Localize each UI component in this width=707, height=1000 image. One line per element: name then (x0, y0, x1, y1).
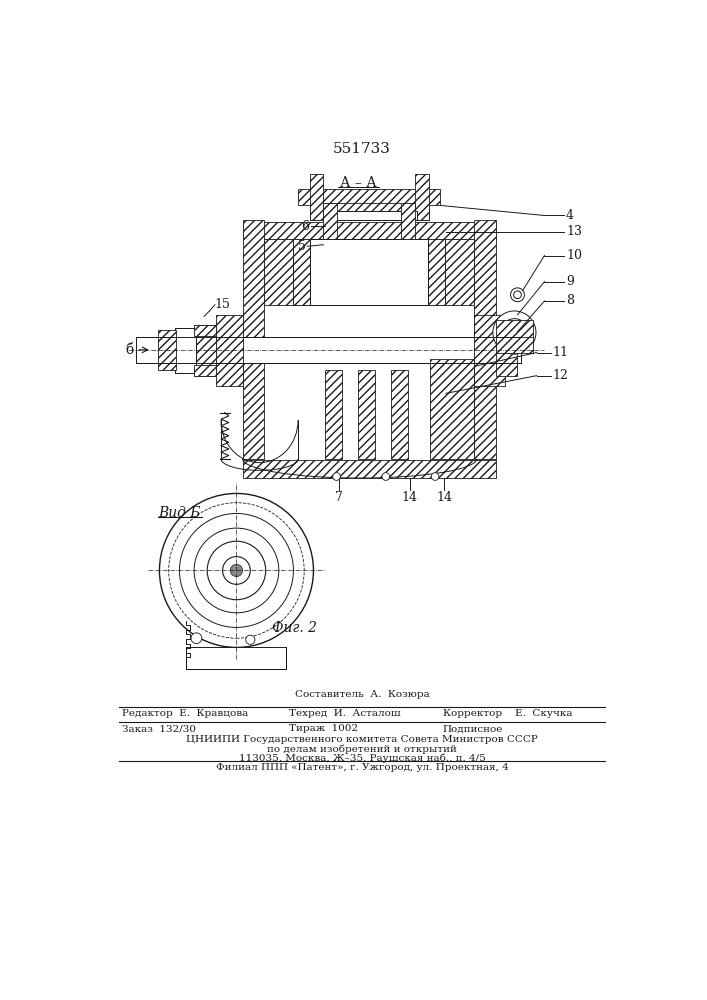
Bar (324, 203, 337, 239)
Circle shape (223, 557, 250, 584)
Bar (415, 174, 429, 220)
Text: 551733: 551733 (333, 142, 391, 156)
Text: 7: 7 (335, 491, 343, 504)
Circle shape (510, 288, 525, 302)
Bar (293, 239, 445, 305)
Circle shape (508, 326, 520, 339)
Bar (496, 336, 533, 353)
Text: Техред  И.  Асталош: Техред И. Асталош (288, 709, 400, 718)
Text: 5: 5 (298, 240, 305, 253)
Text: 11: 11 (552, 346, 568, 359)
Circle shape (501, 319, 528, 346)
Bar (175, 328, 196, 373)
Circle shape (431, 473, 439, 480)
Text: ЦНИИПИ Государственного комитета Совета Министров СССР: ЦНИИПИ Государственного комитета Совета … (186, 735, 538, 744)
Text: 113035, Москва, Ж–35, Раушская наб., п. 4/5: 113035, Москва, Ж–35, Раушская наб., п. … (238, 754, 485, 763)
Bar (243, 460, 496, 478)
Circle shape (191, 633, 201, 644)
Bar (310, 203, 429, 220)
Text: Составитель  А.  Козюра: Составитель А. Козюра (295, 690, 429, 699)
Bar (264, 239, 293, 305)
Text: Фиг. 2: Фиг. 2 (271, 621, 317, 635)
Text: Тираж  1002: Тираж 1002 (288, 724, 358, 733)
Circle shape (514, 291, 521, 299)
Text: Филиал ППП «Патент», г. Ужгород, ул. Проектная, 4: Филиал ППП «Патент», г. Ужгород, ул. Про… (216, 763, 508, 772)
Bar (216, 315, 243, 386)
Circle shape (160, 493, 313, 647)
Bar (310, 174, 324, 220)
Text: 15: 15 (215, 298, 230, 311)
Bar (474, 315, 506, 386)
Bar (194, 365, 216, 376)
Text: 13: 13 (566, 225, 582, 238)
Text: 14: 14 (402, 491, 418, 504)
Text: 8: 8 (566, 294, 574, 307)
Bar (428, 239, 445, 305)
Text: Редактор  Е.  Кравцова: Редактор Е. Кравцова (122, 709, 249, 718)
Text: 6: 6 (302, 220, 310, 233)
Bar (243, 222, 496, 239)
Bar (325, 370, 342, 459)
Bar (187, 647, 286, 669)
Circle shape (230, 564, 243, 577)
Text: Корректор    Е.  Скучка: Корректор Е. Скучка (443, 709, 572, 718)
Circle shape (382, 473, 390, 480)
Circle shape (246, 635, 255, 644)
Text: 10: 10 (566, 249, 582, 262)
Bar (158, 330, 176, 370)
Bar (358, 370, 375, 459)
Bar (496, 325, 518, 376)
Text: Вид Б: Вид Б (158, 506, 200, 520)
Bar (243, 220, 264, 459)
Bar (310, 239, 428, 305)
Bar (194, 325, 216, 376)
Text: А – А: А – А (340, 176, 376, 190)
Bar (402, 203, 415, 239)
Text: 14: 14 (436, 491, 452, 504)
Bar (430, 359, 474, 459)
Bar (136, 337, 521, 363)
Text: б: б (126, 343, 134, 357)
Bar (391, 370, 408, 459)
Text: 12: 12 (552, 369, 568, 382)
Text: Заказ  132/30: Заказ 132/30 (122, 724, 197, 733)
Bar (175, 328, 196, 373)
Text: 9: 9 (566, 275, 574, 288)
Circle shape (493, 311, 536, 354)
Bar (445, 239, 474, 305)
Circle shape (207, 541, 266, 600)
Text: Подписное: Подписное (443, 724, 503, 733)
Text: по делам изобретений и открытий: по делам изобретений и открытий (267, 744, 457, 754)
Circle shape (333, 473, 340, 480)
Bar (324, 211, 417, 220)
Bar (496, 320, 533, 337)
Bar (293, 239, 310, 305)
Bar (474, 220, 496, 459)
Bar (298, 189, 440, 205)
Text: 4: 4 (566, 209, 574, 222)
Bar (194, 325, 216, 336)
